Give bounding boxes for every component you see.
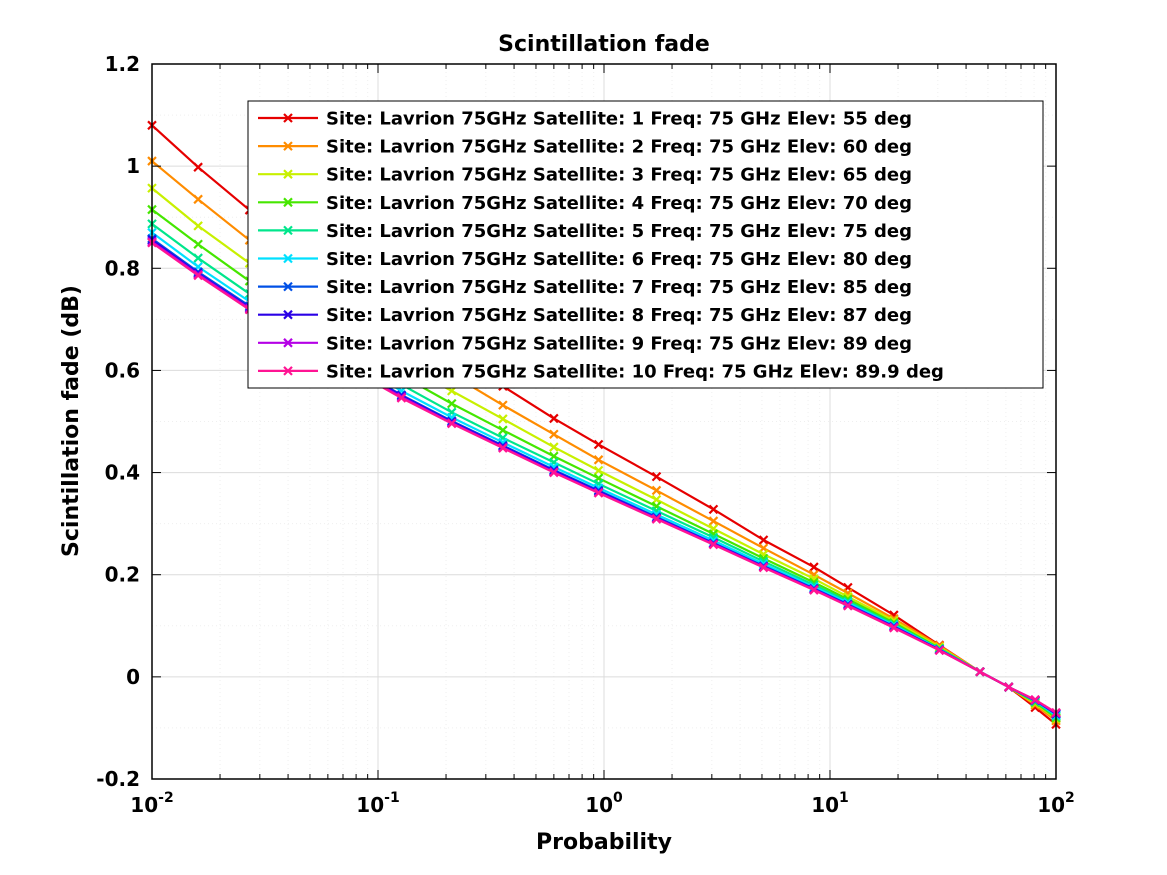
- data-point-marker: [708, 516, 719, 526]
- data-point-marker: [651, 485, 662, 496]
- data-point-marker: [809, 585, 819, 595]
- legend-label: Site: Lavrion 75GHz Satellite: 3 Freq: 7…: [326, 165, 912, 186]
- data-point-marker: [549, 467, 559, 478]
- data-point-marker: [498, 425, 508, 435]
- legend: Site: Lavrion 75GHz Satellite: 1 Freq: 7…: [247, 100, 1044, 389]
- legend-item: Site: Lavrion 75GHz Satellite: 2 Freq: 7…: [258, 137, 912, 158]
- legend-box: [247, 100, 1044, 389]
- legend-marker: [283, 113, 293, 123]
- x-tick-label: 100: [585, 790, 623, 817]
- x-tick-base: 10: [356, 793, 384, 817]
- axis-ticks: -0.200.20.40.60.811.210-2 10-1 100 101 102: [96, 52, 1075, 817]
- y-axis-label: Scintillation fade (dB): [59, 285, 84, 557]
- legend-label: Site: Lavrion 75GHz Satellite: 5 Freq: 7…: [326, 221, 912, 242]
- legend-label: Site: Lavrion 75GHz Satellite: 8 Freq: 7…: [326, 305, 912, 326]
- x-tick-exponent: 1: [839, 790, 849, 806]
- legend-marker: [283, 366, 293, 376]
- chart-title: Scintillation fade: [498, 32, 710, 57]
- data-point-marker: [809, 562, 819, 572]
- legend-label: Site: Lavrion 75GHz Satellite: 7 Freq: 7…: [326, 277, 912, 298]
- data-point-marker: [193, 162, 203, 172]
- x-tick-label: 10-2: [130, 790, 173, 817]
- legend-label: Site: Lavrion 75GHz Satellite: 2 Freq: 7…: [326, 137, 912, 158]
- y-tick-label: 1: [126, 154, 140, 178]
- legend-label: Site: Lavrion 75GHz Satellite: 4 Freq: 7…: [326, 193, 912, 214]
- x-tick-exponent: -1: [384, 790, 400, 806]
- legend-marker: [283, 141, 293, 151]
- legend-marker: [283, 253, 293, 264]
- data-point-marker: [889, 623, 899, 633]
- legend-marker: [283, 197, 293, 208]
- y-tick-label: 0: [126, 665, 140, 689]
- data-point-marker: [843, 601, 853, 611]
- data-point-marker: [593, 439, 604, 450]
- y-tick-label: 0.4: [105, 461, 140, 485]
- data-point-marker: [758, 562, 769, 573]
- legend-item: Site: Lavrion 75GHz Satellite: 1 Freq: 7…: [258, 109, 912, 130]
- data-point-marker: [708, 539, 719, 550]
- legend-marker: [283, 281, 293, 292]
- x-tick-base: 10: [811, 793, 839, 817]
- data-point-marker: [498, 400, 508, 410]
- x-tick-base: 10: [130, 793, 158, 817]
- x-tick-exponent: 2: [1065, 790, 1075, 806]
- y-tick-label: 0.2: [105, 563, 140, 587]
- data-point-marker: [193, 194, 203, 205]
- data-point-marker: [193, 270, 203, 281]
- x-tick-exponent: 0: [613, 790, 623, 806]
- x-tick-label: 102: [1037, 790, 1075, 817]
- data-point-marker: [549, 442, 559, 452]
- data-point-marker: [651, 514, 662, 524]
- data-point-marker: [708, 504, 719, 515]
- data-point-marker: [593, 465, 604, 476]
- y-tick-label: 0.6: [105, 358, 140, 382]
- legend-item: Site: Lavrion 75GHz Satellite: 5 Freq: 7…: [258, 221, 912, 242]
- data-point-marker: [498, 443, 508, 453]
- x-tick-base: 10: [585, 793, 613, 817]
- x-tick-label: 10-1: [356, 790, 399, 817]
- data-point-marker: [193, 239, 203, 250]
- legend-label: Site: Lavrion 75GHz Satellite: 1 Freq: 7…: [326, 109, 912, 130]
- data-point-marker: [193, 253, 203, 263]
- legend-label: Site: Lavrion 75GHz Satellite: 6 Freq: 7…: [326, 249, 912, 270]
- legend-item: Site: Lavrion 75GHz Satellite: 8 Freq: 7…: [258, 305, 912, 326]
- data-point-marker: [396, 393, 407, 403]
- legend-marker: [283, 309, 293, 320]
- legend-label: Site: Lavrion 75GHz Satellite: 9 Freq: 7…: [326, 333, 912, 354]
- legend-marker: [283, 169, 293, 179]
- x-tick-exponent: -2: [158, 790, 174, 806]
- data-point-marker: [193, 221, 203, 231]
- data-point-marker: [593, 455, 604, 465]
- data-point-marker: [1030, 695, 1040, 705]
- y-tick-label: 1.2: [105, 52, 140, 76]
- x-tick-base: 10: [1037, 793, 1065, 817]
- data-point-marker: [934, 645, 945, 656]
- legend-item: Site: Lavrion 75GHz Satellite: 6 Freq: 7…: [258, 249, 912, 270]
- data-point-marker: [1003, 682, 1014, 692]
- x-tick-label: 101: [811, 790, 849, 817]
- legend-marker: [283, 225, 293, 236]
- x-axis-label: Probability: [536, 830, 672, 855]
- data-point-marker: [975, 666, 985, 677]
- legend-marker: [283, 338, 293, 348]
- y-tick-label: -0.2: [96, 767, 140, 791]
- data-point-marker: [651, 471, 662, 482]
- data-point-marker: [446, 418, 457, 429]
- data-point-marker: [549, 429, 559, 440]
- legend-item: Site: Lavrion 75GHz Satellite: 3 Freq: 7…: [258, 165, 912, 186]
- legend-item: Site: Lavrion 75GHz Satellite: 7 Freq: 7…: [258, 277, 912, 298]
- legend-item: Site: Lavrion 75GHz Satellite: 4 Freq: 7…: [258, 193, 912, 214]
- data-point-marker: [593, 488, 604, 498]
- data-point-marker: [549, 413, 559, 424]
- y-tick-label: 0.8: [105, 256, 140, 280]
- data-point-marker: [758, 535, 769, 545]
- legend-item: Site: Lavrion 75GHz Satellite: 9 Freq: 7…: [258, 333, 912, 354]
- legend-item: Site: Lavrion 75GHz Satellite: 10 Freq: …: [258, 361, 944, 382]
- legend-label: Site: Lavrion 75GHz Satellite: 10 Freq: …: [326, 361, 944, 382]
- data-point-marker: [498, 414, 508, 424]
- data-point-marker: [446, 398, 457, 409]
